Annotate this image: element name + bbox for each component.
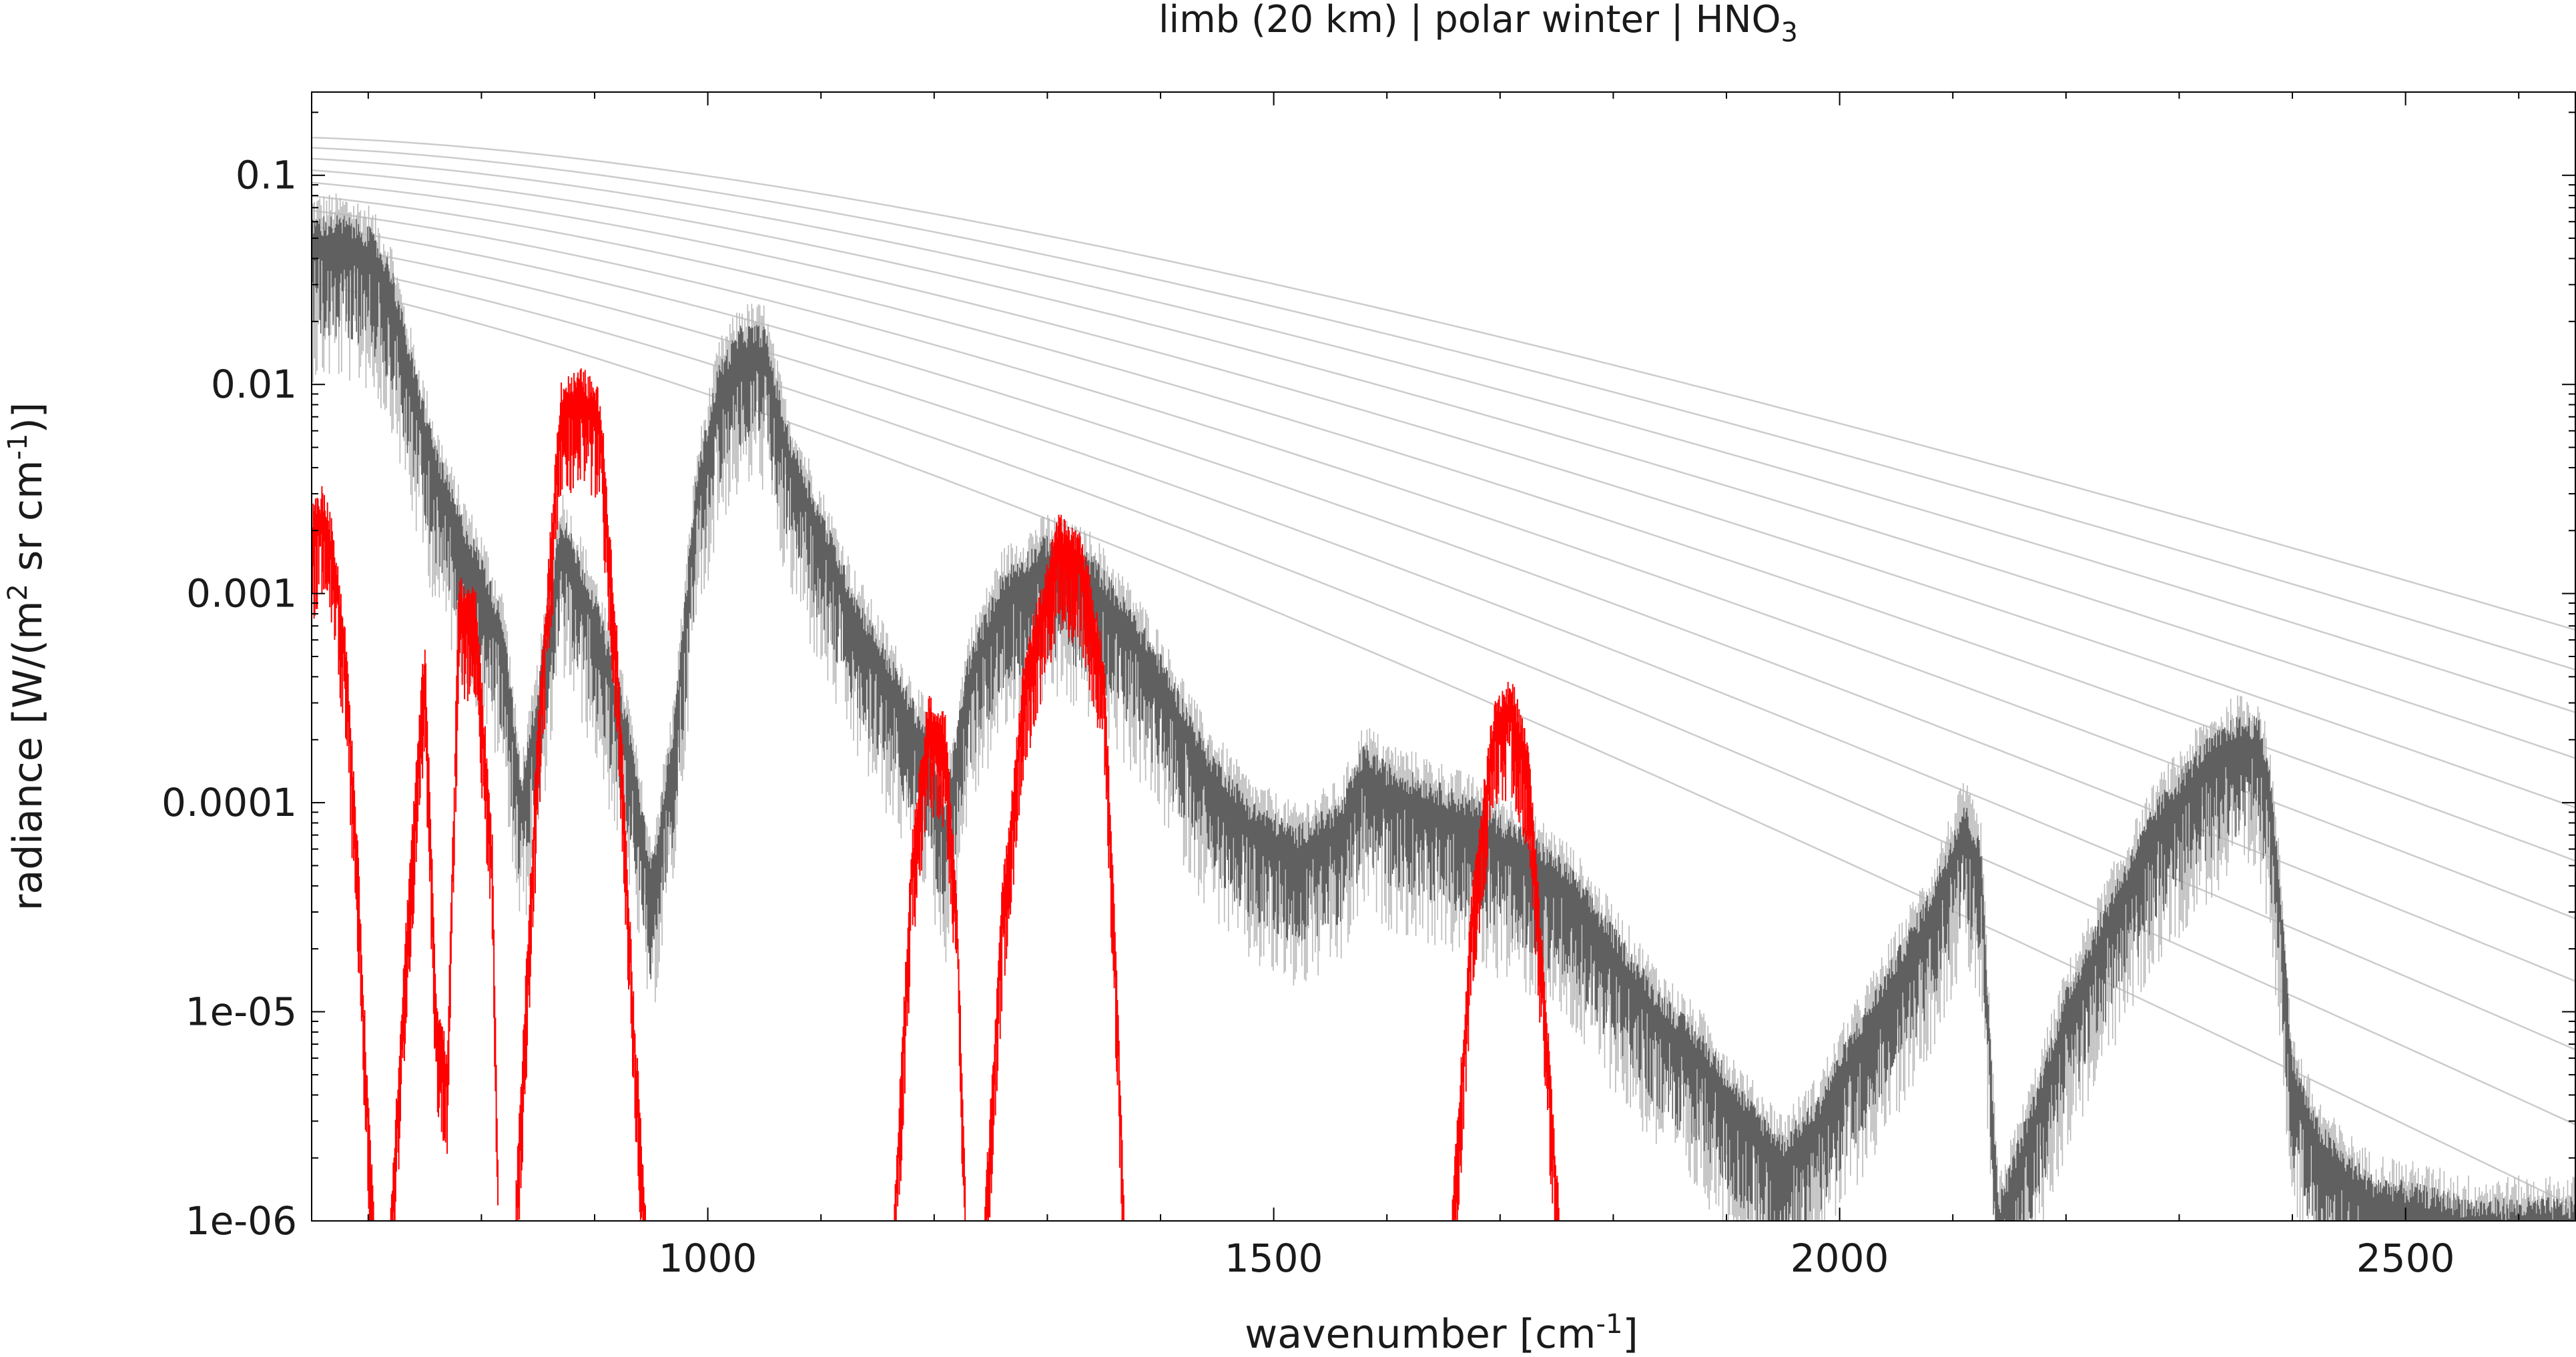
x-tick-label: 2000 xyxy=(1791,1236,1889,1281)
hno3-radiance-spectrum xyxy=(312,368,1560,1221)
y-axis: 0.1 0.01 0.001 0.0001 1e-05 1e-06 xyxy=(162,111,2575,1244)
planck-curve xyxy=(312,157,2575,713)
y-tick-label: 0.001 xyxy=(186,571,297,616)
y-axis-label-part-2: sr cm xyxy=(5,460,51,584)
y-axis-label-part-3: )] xyxy=(5,402,51,434)
hno3-band xyxy=(984,514,1124,1221)
y-tick-label: 0.0001 xyxy=(162,780,297,825)
planck-reference-curves xyxy=(312,136,2575,1208)
x-tick-label: 1500 xyxy=(1225,1236,1323,1281)
hno3-band xyxy=(312,486,374,1221)
y-axis-label: radiance [W/(m2 sr cm-1)] xyxy=(3,402,51,911)
hno3-band xyxy=(894,696,966,1221)
planck-curve xyxy=(312,261,2575,1125)
x-axis: 1000 1500 2000 2500 xyxy=(367,92,2520,1281)
hno3-band xyxy=(1452,682,1560,1221)
hno3-band xyxy=(390,578,499,1221)
planck-curve xyxy=(312,242,2575,1051)
x-axis-label-superscript: -1 xyxy=(1596,1309,1623,1340)
planck-curve xyxy=(312,281,2575,1208)
planck-curve xyxy=(312,195,2575,862)
chart-title-subscript: 3 xyxy=(1781,17,1798,48)
x-tick-label: 1000 xyxy=(659,1236,757,1281)
y-axis-label-sup-2: -1 xyxy=(3,434,33,460)
y-axis-label-sup-1: 2 xyxy=(3,584,33,600)
y-tick-label: 0.1 xyxy=(236,153,297,198)
planck-curve xyxy=(312,136,2575,631)
planck-curve xyxy=(312,169,2575,759)
y-tick-label: 0.01 xyxy=(211,362,297,407)
x-tick-label: 2500 xyxy=(2356,1236,2455,1281)
chart-title: limb (20 km) | polar winter | HNO3 xyxy=(1159,0,1798,48)
hno3-band xyxy=(515,368,646,1221)
planck-curve xyxy=(312,147,2575,670)
x-axis-label-suffix: ] xyxy=(1622,1311,1638,1357)
y-tick-label: 1e-06 xyxy=(186,1198,297,1244)
y-tick-label: 1e-05 xyxy=(186,989,297,1035)
x-axis-label: wavenumber [cm-1] xyxy=(1245,1309,1638,1357)
planck-curve xyxy=(312,181,2575,809)
